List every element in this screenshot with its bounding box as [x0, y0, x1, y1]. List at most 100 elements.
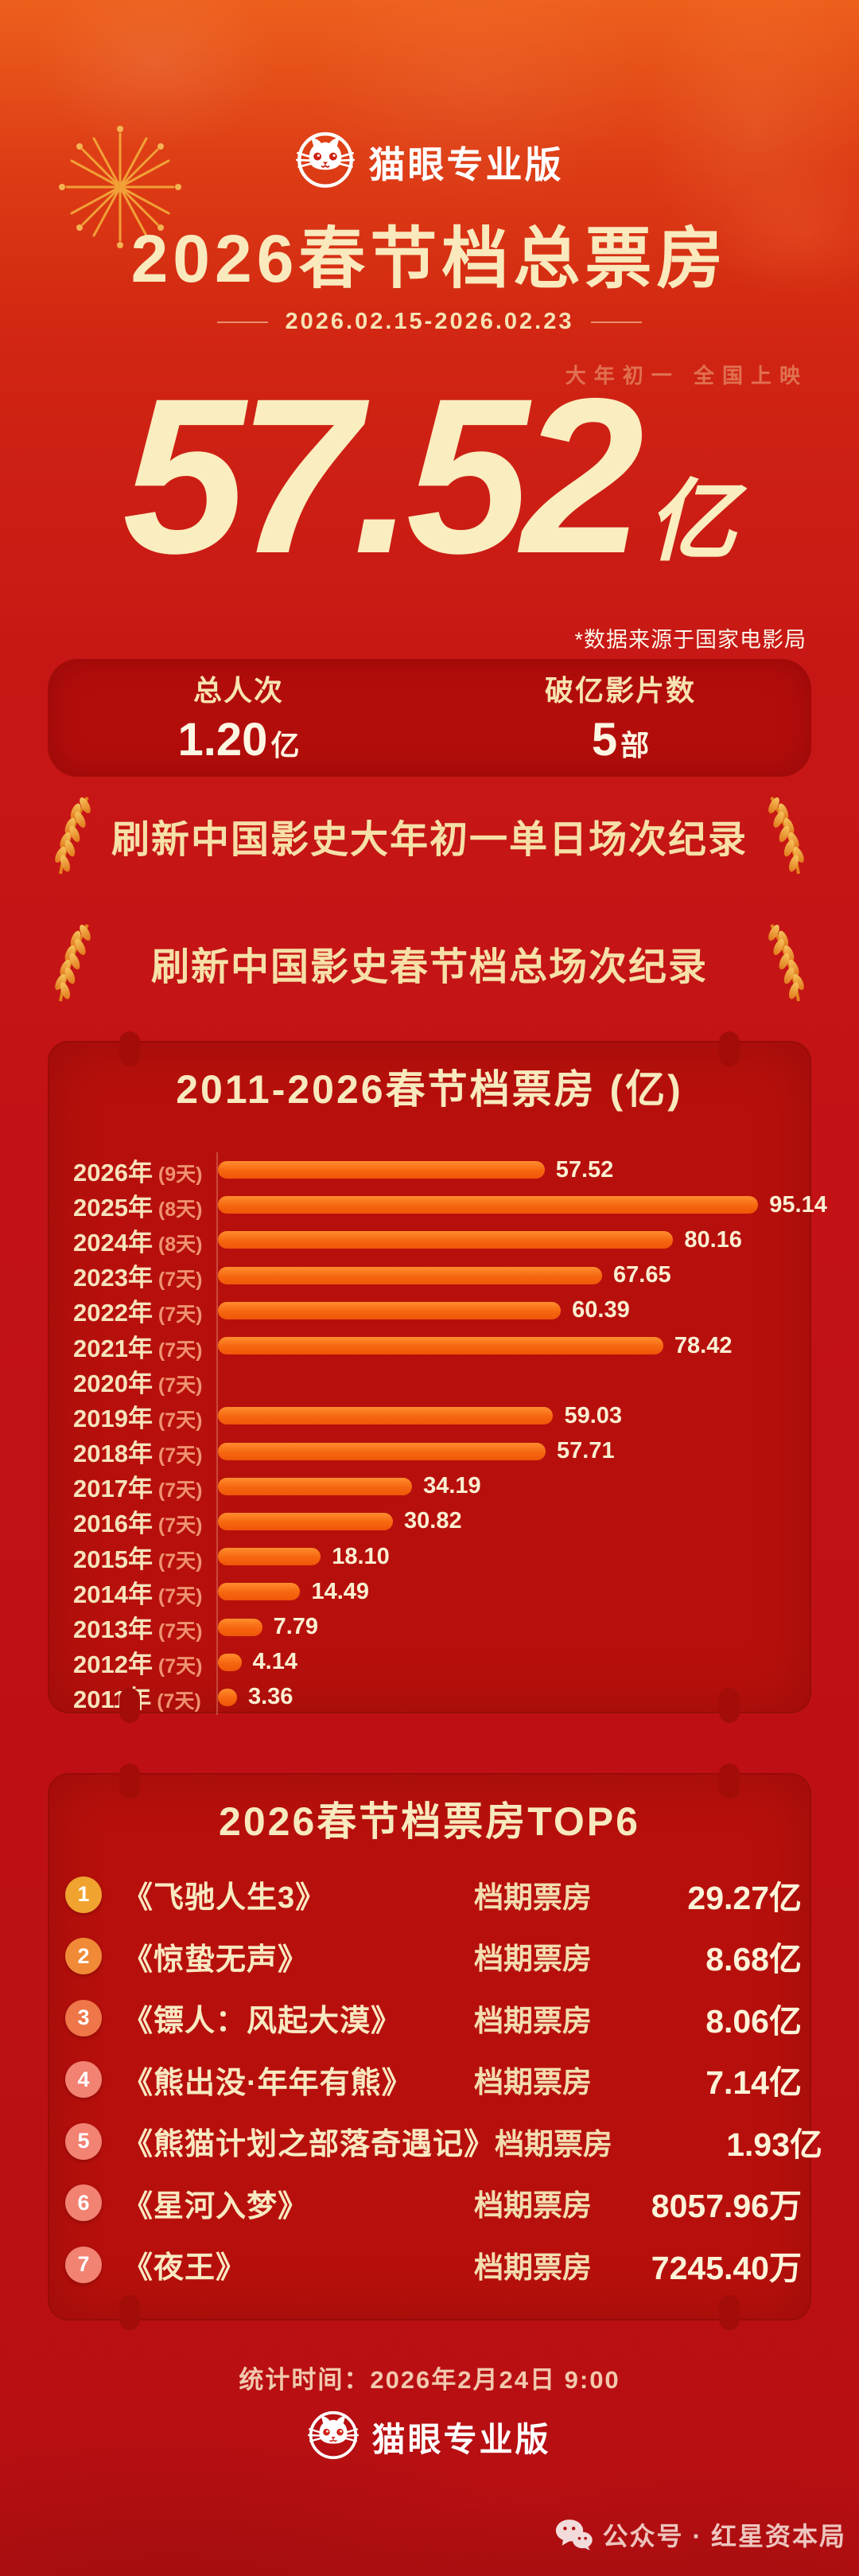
chart-bar: [218, 1477, 413, 1495]
watermark: 公众号 · 红星资本局: [555, 2516, 846, 2553]
chart-value: 34.19: [423, 1473, 481, 1499]
chart-year-label: 2014年 (7天): [73, 1574, 216, 1610]
chart-days: (7天): [152, 1374, 203, 1397]
laurel-icon: [55, 797, 91, 875]
metric-label: 档期票房: [474, 2251, 592, 2284]
record-line: 刷新中国影史春节档总场次纪录: [48, 919, 811, 1007]
box-office-value: 7.14亿: [705, 2064, 802, 2102]
chart-track: 80.16: [216, 1222, 786, 1258]
chart-days: (7天): [152, 1655, 203, 1678]
footer-brand: 猫眼专业版: [0, 2410, 859, 2465]
chart-bar: [218, 1196, 759, 1214]
chart-days: (8天): [152, 1198, 203, 1221]
chart-days: (7天): [152, 1620, 203, 1643]
chart-year: 2016年: [73, 1510, 153, 1538]
date-range: 2026.02.15-2026.02.23: [285, 309, 574, 334]
chart-value: 3.36: [247, 1684, 293, 1710]
chart-year-label: 2022年 (7天): [73, 1292, 216, 1328]
chart-value: 4.14: [252, 1649, 297, 1675]
panel-ornament: [719, 1688, 740, 1723]
chart-row: 2023年 (7天) 67.65: [73, 1257, 786, 1293]
chart-row: 2014年 (7天) 14.49: [73, 1574, 786, 1610]
panel-ornament: [719, 1763, 740, 1799]
total-box-office: 57.52 亿: [0, 357, 859, 611]
chart-bar: [218, 1442, 546, 1460]
chart-track: 18.10: [216, 1539, 786, 1575]
chart-value: 67.65: [613, 1262, 671, 1288]
chart-value: 7.79: [273, 1614, 319, 1640]
movie-title: 《星河入梦》: [122, 2189, 309, 2223]
chart-value: 14.49: [311, 1578, 370, 1604]
stat-label: 破亿影片数: [544, 673, 696, 707]
metric-label: 档期票房: [474, 2004, 592, 2037]
laurel-icon: [768, 797, 804, 875]
chart-track: 78.42: [216, 1327, 786, 1364]
chart-days: (7天): [152, 1479, 203, 1502]
stat-item: 总人次 1.20 亿: [48, 668, 430, 769]
chart-year: 2025年: [73, 1193, 153, 1222]
top-list-panel: 2026春节档票房TOP6 1 《飞驰人生3》 档期票房 29.27亿 2 《惊蛰无声》档…: [48, 1763, 822, 2330]
metric-label: 档期票房: [474, 2066, 592, 2099]
chart-year: 2026年: [73, 1158, 153, 1187]
chart-row: 2017年 (7天) 34.19: [73, 1468, 786, 1504]
box-office-value: 8.68亿: [705, 1941, 802, 1978]
top-list-title: 2026春节档票房TOP6: [219, 1799, 640, 1844]
movie-title: 《熊出没·年年有熊》: [122, 2066, 413, 2100]
chart-year-label: 2018年 (7天): [73, 1433, 216, 1469]
chart-days: (7天): [152, 1444, 203, 1467]
chart-track: 59.03: [216, 1398, 786, 1434]
chart-value: 95.14: [769, 1191, 827, 1218]
chart-bar: [218, 1583, 301, 1601]
laurel-icon: [768, 924, 804, 1002]
chart-track: 57.71: [216, 1433, 786, 1469]
brand-logo-slot-top: [295, 131, 355, 193]
chart-year: 2022年: [73, 1299, 153, 1327]
chart-year-label: 2025年 (8天): [73, 1187, 216, 1223]
rank-badge: 7: [65, 2246, 102, 2283]
chart-bar: [218, 1266, 603, 1284]
stat-unit: 部: [620, 728, 650, 762]
chart-track: 4.14: [216, 1644, 786, 1680]
box-office-value: 8057.96万: [651, 2188, 802, 2225]
chart-value: 18.10: [332, 1543, 390, 1569]
chart-year-label: 2013年 (7天): [73, 1609, 216, 1645]
chart-year-label: 2012年 (7天): [73, 1644, 216, 1680]
chart-bar: [218, 1407, 554, 1425]
chart-value: 60.39: [572, 1297, 630, 1323]
chart-row: 2019年 (7天) 59.03: [73, 1398, 786, 1434]
chart-days: (7天): [152, 1269, 203, 1292]
movie-title: 《熊猫计划之部落奇遇记》: [122, 2128, 496, 2162]
footer-brand-label: 猫眼专业版: [371, 2421, 551, 2458]
top-list-row: 5 《熊猫计划之部落奇遇记》 档期票房 1.93亿: [65, 2110, 822, 2173]
date-dash-right: [591, 321, 643, 323]
chart-panel: 2011-2026春节档票房 (亿) 2026年 (9天) 57.52 2025年 …: [48, 1031, 827, 1723]
rank-badge: 4: [65, 2061, 102, 2099]
chart-track: 60.39: [216, 1292, 786, 1328]
top-list-row: 7 《夜王》 档期票房 7245.40万: [65, 2234, 802, 2296]
stat-number: 1.20: [177, 713, 268, 766]
chart-bar: [218, 1231, 674, 1249]
chart-days: (8天): [152, 1233, 203, 1256]
chart-year-label: 2023年 (7天): [73, 1257, 216, 1293]
metric-label: 档期票房: [474, 2189, 592, 2223]
chart-track: 57.52: [216, 1152, 786, 1188]
stat-item: 破亿影片数 5 部: [430, 668, 811, 769]
top-list-row: 2 《惊蛰无声》 档期票房 8.68亿: [65, 1926, 802, 1988]
metric-label: 档期票房: [474, 1943, 592, 1976]
chart-row: 2016年 (7天) 30.82: [73, 1503, 786, 1540]
chart-bar: [218, 1548, 321, 1566]
chart-rows: 2026年 (9天) 57.52 2025年 (8天) 95.14 2024年 (8天)…: [49, 1152, 827, 1715]
chart-days: (7天): [152, 1304, 203, 1327]
chart-track: 34.19: [216, 1468, 786, 1504]
chart-row: 2024年 (8天) 80.16: [73, 1222, 786, 1258]
background-poster-text: 大年初一 全国上映: [565, 364, 808, 388]
movie-title: 《飞驰人生3》: [122, 1881, 327, 1915]
chart-bar: [218, 1337, 663, 1355]
panel-ornament: [719, 2295, 740, 2330]
chart-year: 2017年: [73, 1475, 153, 1503]
wechat-icon: [555, 2519, 593, 2551]
source-note: *数据来源于国家电影局: [574, 628, 807, 652]
chart-year-label: 2019年 (7天): [73, 1398, 216, 1434]
top-list-row: 6 《星河入梦》 档期票房 8057.96万: [65, 2173, 802, 2235]
